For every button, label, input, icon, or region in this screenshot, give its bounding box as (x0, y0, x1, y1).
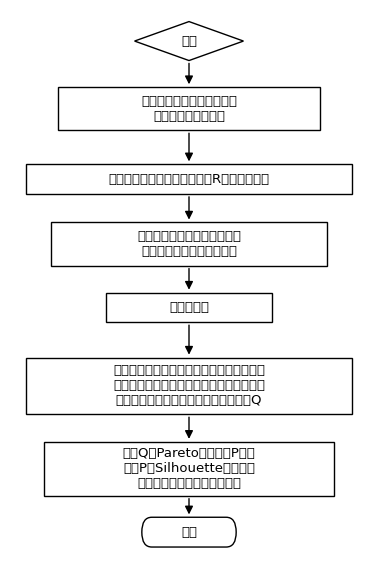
FancyBboxPatch shape (51, 222, 327, 266)
Polygon shape (135, 21, 243, 60)
FancyBboxPatch shape (44, 442, 334, 496)
Text: 开始: 开始 (181, 34, 197, 47)
Text: 将上溢结点子结点按其包围盒中心点沿分裂
轴方向升序排序，并以非根结点中所允许的
最小结点个数为限制条件产生候选解集Q: 将上溢结点子结点按其包围盒中心点沿分裂 轴方向升序排序，并以非根结点中所允许的 … (113, 364, 265, 407)
Text: 在插入过程中，若结点发生上
溢，则将上溢结点进行分裂: 在插入过程中，若结点发生上 溢，则将上溢结点进行分裂 (137, 230, 241, 258)
Text: 将点云文件中的点数据读取
到线性表存储结构中: 将点云文件中的点数据读取 到线性表存储结构中 (141, 95, 237, 123)
Text: 选取分裂轴: 选取分裂轴 (169, 301, 209, 314)
Text: 结束: 结束 (181, 526, 197, 539)
Text: 获取Q的Pareto最优解集P，并
选取P中Silhouette值最大的
候选分裂解作为结点分裂结果: 获取Q的Pareto最优解集P，并 选取P中Silhouette值最大的 候选分… (122, 447, 256, 490)
FancyBboxPatch shape (26, 358, 352, 415)
Text: 将线性表中的点数据逐一插入R树索引结构中: 将线性表中的点数据逐一插入R树索引结构中 (108, 173, 270, 186)
FancyBboxPatch shape (26, 164, 352, 194)
FancyBboxPatch shape (105, 293, 273, 323)
FancyBboxPatch shape (142, 517, 236, 547)
FancyBboxPatch shape (58, 87, 320, 130)
